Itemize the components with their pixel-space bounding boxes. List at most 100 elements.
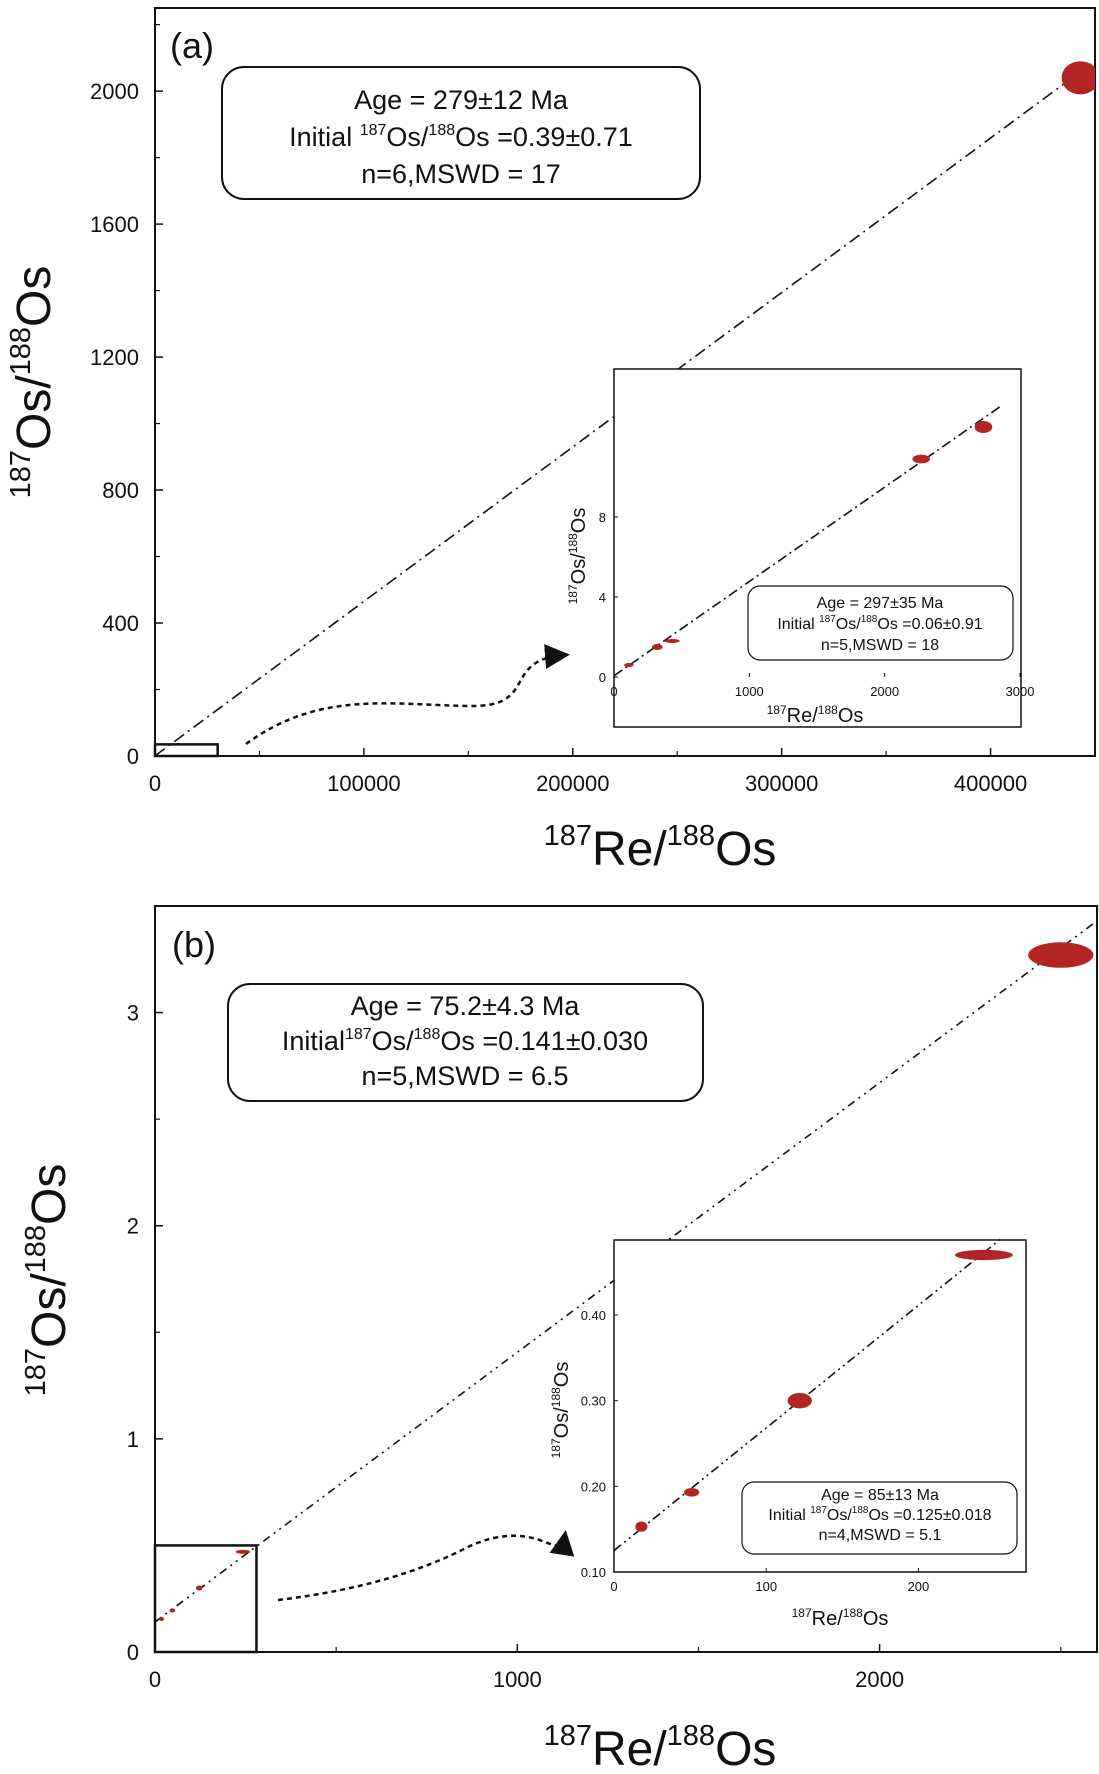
panel-b-annotation-box xyxy=(227,983,704,1102)
panel-a-annotation-line2-sup2: 188 xyxy=(428,122,455,139)
panel-a-x-tick-label-2: 200000 xyxy=(536,771,609,796)
panel-a-annotation-line3: n=6,MSWD = 17 xyxy=(361,159,561,189)
panel-b-annotation-line2-pre: Initial xyxy=(282,1026,345,1056)
panel-a-inset-annotation-line2-post: Os =0.06±0.91 xyxy=(877,616,982,633)
panel-a-x-tick-label-1: 100000 xyxy=(327,771,400,796)
panel-a-x-label-base2: Os xyxy=(715,823,776,876)
panel-b-inset-y-label-sup1: 187 xyxy=(549,1438,563,1458)
panel-b-x-label-base2: Os xyxy=(715,1723,776,1774)
panel-a-inset-frame xyxy=(613,368,1022,728)
panel-a-annotation-line2-post: Os =0.39±0.71 xyxy=(455,122,633,152)
panel-b-inset-x-tick-label-0: 0 xyxy=(610,1579,617,1594)
panel-a-inset-x-label-base2: Os xyxy=(838,705,864,727)
panel-b-y-label-sup2: 188 xyxy=(20,1225,52,1273)
panel-a-inset-x-label-sup1: 187 xyxy=(767,703,787,717)
panel-a-inset-x-label-base1: Re/ xyxy=(787,705,819,727)
panel-b-plot-frame xyxy=(154,905,1098,1653)
panel-a-inset-y-label-base2: Os xyxy=(568,508,590,534)
panel-b-inset-x-label-base2: Os xyxy=(863,1608,889,1630)
panel-a-y-tick-label-0: 0 xyxy=(127,744,139,769)
panel-a-y-tick-label-2: 800 xyxy=(102,478,139,503)
panel-a-y-label-base2: Os xyxy=(8,266,61,327)
panel-a-inset-point-0 xyxy=(624,663,634,667)
panel-a-y-tick-label-5: 2000 xyxy=(90,79,139,104)
panel-a-inset-point-2 xyxy=(664,639,680,643)
panel-b-inset-annotation-line1: Age = 85±13 Ma xyxy=(821,1487,939,1504)
panel-b-x-tick-label-0: 0 xyxy=(149,1667,161,1692)
panel-b-y-label: 187Os/188Os xyxy=(20,1164,76,1397)
panel-b-x-label: 187Re/188Os xyxy=(544,1720,777,1774)
panel-a-zoom-arrow xyxy=(245,644,570,746)
panel-a-inset-y-label-sup2: 188 xyxy=(566,533,580,553)
panel-a-inset-x-tick-label-0: 0 xyxy=(610,684,617,699)
panel-a-inset-x-tick-label-3: 3000 xyxy=(1006,684,1035,699)
panel-b-x-label-base1: Re/ xyxy=(592,1723,667,1774)
panel-b-inset-x-label-base1: Re/ xyxy=(812,1608,844,1630)
panel-b-y-tick-label-0: 0 xyxy=(127,1640,139,1665)
panel-b-zoom-box xyxy=(153,1544,258,1654)
panel-b-point-2 xyxy=(195,1585,203,1591)
panel-b-inset-x-label-sup1: 187 xyxy=(792,1606,812,1620)
panel-b-x-label-sup1: 187 xyxy=(544,1720,592,1752)
panel-b-inset-y-tick-label-1: 0.20 xyxy=(581,1479,606,1494)
panel-b-y-tick-label-2: 2 xyxy=(127,1214,139,1239)
panel-a-x-label-sup1: 187 xyxy=(544,820,592,852)
panel-b-point-1 xyxy=(169,1608,176,1613)
panel-a-inset-y-label-base1: Os/ xyxy=(568,553,590,585)
panel-b-point-4 xyxy=(1028,942,1094,968)
panel-b-inset-annotation-line2: Initial 187Os/188Os =0.125±0.018 xyxy=(768,1505,991,1524)
panel-b-x-label-sup2: 188 xyxy=(667,1720,715,1752)
panel-b-annotation-line2: Initial187Os/188Os =0.141±0.030 xyxy=(282,1026,648,1056)
panel-b-inset-x-tick-label-2: 200 xyxy=(908,1579,930,1594)
panel-b-inset-x-label: 187Re/188Os xyxy=(792,1606,889,1630)
panel-a-inset-y-label: 187Os/188Os xyxy=(566,508,590,605)
panel-a-zoom-box xyxy=(153,743,219,758)
panel-b-inset-annotation-line2-post: Os =0.125±0.018 xyxy=(868,1507,991,1524)
panel-b-inset-isochron xyxy=(614,1237,1003,1552)
panel-a-y-label-sup1: 187 xyxy=(5,450,37,498)
panel-b-annotation-line2-mid: Os/ xyxy=(372,1026,415,1056)
panel-a-y-tick-label-1: 400 xyxy=(102,611,139,636)
panel-a-inset-annotation-box xyxy=(747,585,1014,661)
panel-b-y-tick-label-3: 3 xyxy=(127,1001,139,1026)
panel-a-y-label: 187Os/188Os xyxy=(5,266,61,499)
panel-a-inset-y-tick-label-1: 4 xyxy=(599,590,606,605)
panel-b-y-tick-label-1: 1 xyxy=(127,1427,139,1452)
panel-b-inset-y-label-base1: Os/ xyxy=(551,1407,573,1439)
panel-b-x-tick-label-2: 2000 xyxy=(855,1667,904,1692)
panel-a-inset-point-1 xyxy=(651,644,663,650)
panel-b-annotation-line2-post: Os =0.141±0.030 xyxy=(440,1026,648,1056)
panel-a-x-tick-label-0: 0 xyxy=(149,771,161,796)
panel-b-annotation-line2-sup1: 187 xyxy=(345,1026,372,1043)
panel-a-x-tick-label-3: 300000 xyxy=(745,771,818,796)
panel-a-x-label-sup2: 188 xyxy=(667,820,715,852)
panel-b-annotation-line2-sup2: 188 xyxy=(414,1026,441,1043)
panel-a-x-label: 187Re/188Os xyxy=(544,820,777,876)
panel-a-inset-y-label-sup1: 187 xyxy=(566,584,580,604)
panel-b-x-tick-label-1: 1000 xyxy=(493,1667,542,1692)
panel-a-point-0 xyxy=(1061,61,1095,95)
panel-b-y-label-base2: Os xyxy=(23,1164,76,1225)
panel-b-inset-annotation-line2-pre: Initial xyxy=(768,1507,810,1524)
panel-a-inset-y-tick-label-2: 8 xyxy=(599,510,606,525)
panel-a-inset-annotation-line2: Initial 187Os/188Os =0.06±0.91 xyxy=(777,614,982,633)
panel-b-inset-annotation-line2-sup1: 187 xyxy=(810,1505,827,1516)
panel-b-annotation-line1: Age = 75.2±4.3 Ma xyxy=(351,991,581,1021)
panel-a-inset-x-tick-label-1: 1000 xyxy=(735,684,764,699)
panel-b-inset-annotation-line3: n=4,MSWD = 5.1 xyxy=(819,1527,942,1544)
panel-a-annotation-line2: Initial 187Os/188Os =0.39±0.71 xyxy=(289,122,633,152)
panel-a-inset-annotation-line2-mid: Os/ xyxy=(836,616,861,633)
panel-a-annotation-line2-pre: Initial xyxy=(289,122,360,152)
panel-b-inset-point-0 xyxy=(635,1521,648,1532)
panel-b-inset-x-label-sup2: 188 xyxy=(843,1606,863,1620)
panel-b-inset-y-label: 187Os/188Os xyxy=(549,1362,573,1459)
panel-b-point-3 xyxy=(235,1549,251,1554)
panel-a-y-label-sup2: 188 xyxy=(5,327,37,375)
panel-a-label: (a) xyxy=(170,25,214,66)
panel-a-inset-point-4 xyxy=(974,421,993,433)
panel-a-y-tick-label-3: 1200 xyxy=(90,345,139,370)
panel-b-inset-y-tick-label-0: 0.10 xyxy=(581,1565,606,1580)
panel-a-inset-annotation-line1: Age = 297±35 Ma xyxy=(817,595,944,612)
panel-a-x-label-base1: Re/ xyxy=(592,823,667,876)
panel-b-point-0 xyxy=(159,1616,165,1621)
